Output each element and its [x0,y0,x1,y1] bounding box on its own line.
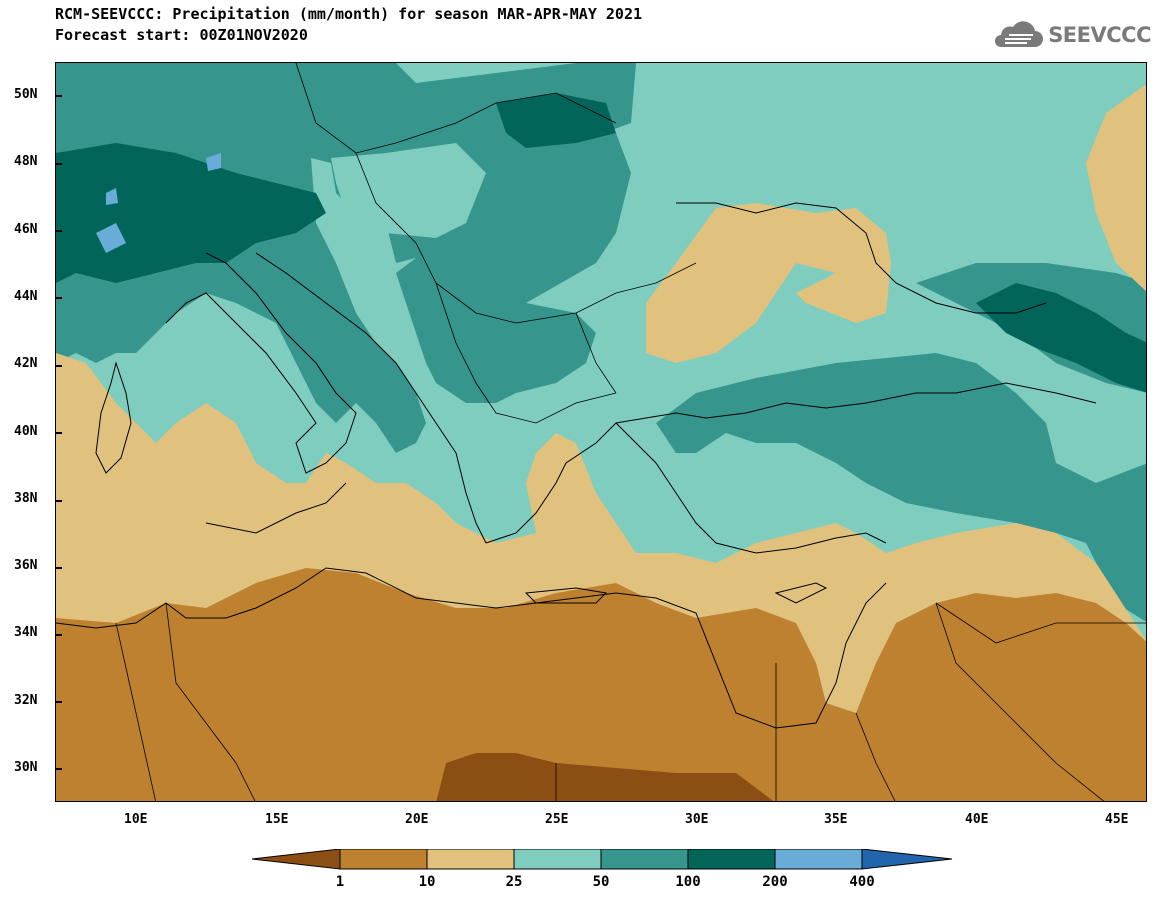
lat-label: 38N [14,491,38,506]
coastlines [56,202,1097,729]
colorbar-25-50 [513,849,602,870]
band-100-200-caucasus [976,283,1146,393]
lon-label: 20E [405,812,429,827]
colorbar-200-400 [774,849,863,870]
lat-label: 34N [14,625,38,640]
lat-tick [56,365,62,367]
band-lt1-libya [436,753,774,801]
colorbar-50-100 [600,849,689,870]
band-200-400-patch [96,223,126,253]
map-canvas [56,63,1146,801]
band-200-400-patch [206,153,221,171]
lat-tick [56,634,62,636]
country-borders [115,63,1146,801]
colorbar-gt400 [861,849,953,870]
lat-tick [56,432,62,434]
lat-label: 32N [14,693,38,708]
band-100-200-alps [56,143,326,283]
lon-label: 25E [545,812,569,827]
band-1-10-north-africa [56,568,1146,801]
lon-label: 30E [685,812,709,827]
seevccc-logo: SEEVCCC [991,20,1151,50]
lon-label: 10E [124,812,148,827]
colorbar [252,849,953,870]
lat-label: 46N [14,222,38,237]
band-100-200-carpathians [496,93,616,148]
colorbar-label: 400 [849,874,875,890]
colorbar-100-200 [687,849,776,870]
band-10-25-ukraine [1086,84,1146,292]
colorbar-1-10 [339,849,428,870]
colorbar-label: 100 [675,874,701,890]
lat-tick [56,95,62,97]
lon-label: 45E [1105,812,1129,827]
lat-label: 30N [14,760,38,775]
band-50-100-turkey [656,353,1146,622]
lat-tick [56,567,62,569]
forecast-start: Forecast start: 00Z01NOV2020 [55,26,308,44]
logo-text: SEEVCCC [1048,23,1151,47]
colorbar-lt1 [252,849,341,870]
lat-label: 40N [14,424,38,439]
lat-tick [56,500,62,502]
lat-tick [56,230,62,232]
colorbar-label: 10 [418,874,436,890]
lat-label: 48N [14,154,38,169]
colorbar-label: 50 [592,874,610,890]
lat-label: 36N [14,558,38,573]
colorbar-label: 25 [505,874,523,890]
band-200-400-patch [106,188,118,205]
lon-label: 15E [265,812,289,827]
band-10-25-blacksea [646,203,891,363]
cloud-icon [995,21,1044,47]
precipitation-map [55,62,1147,802]
lat-label: 44N [14,289,38,304]
lat-tick [56,163,62,165]
lon-label: 40E [965,812,989,827]
colorbar-label: 200 [762,874,788,890]
map-title-block: RCM-SEEVCCC: Precipitation (mm/month) fo… [55,4,642,46]
lat-tick [56,297,62,299]
band-25-50-pannonian [331,143,486,238]
map-title: RCM-SEEVCCC: Precipitation (mm/month) fo… [55,5,642,23]
lat-label: 42N [14,356,38,371]
colorbar-10-25 [426,849,515,870]
lon-label: 35E [824,812,848,827]
colorbar-label: 1 [335,874,345,890]
lat-tick [56,701,62,703]
lat-tick [56,768,62,770]
lat-label: 50N [14,87,38,102]
